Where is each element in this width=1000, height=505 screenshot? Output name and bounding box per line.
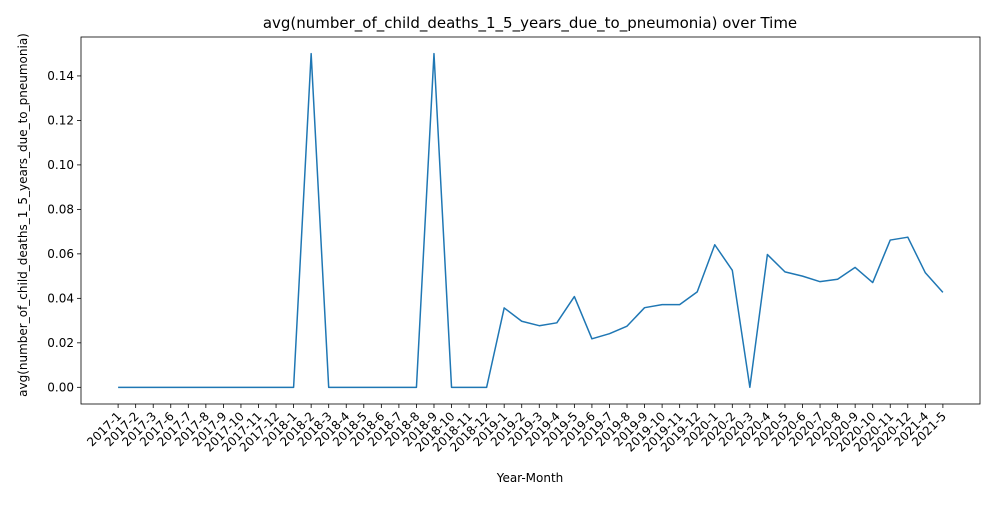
y-tick-label: 0.06 xyxy=(47,247,74,261)
series xyxy=(118,52,944,389)
y-tick-label: 0.02 xyxy=(47,336,74,350)
series-line xyxy=(118,52,944,389)
y-tick-label: 0.00 xyxy=(47,380,74,394)
chart-title: avg(number_of_child_deaths_1_5_years_due… xyxy=(263,14,797,33)
x-axis-label: Year-Month xyxy=(496,471,564,485)
y-tick-label: 0.10 xyxy=(47,158,74,172)
axes xyxy=(80,36,981,405)
x-ticks: 2017-12017-22017-32017-62017-72017-82017… xyxy=(84,404,949,455)
y-ticks: 0.00 0.02 0.04 0.06 0.08 0.10 0.12 0.14 xyxy=(47,69,81,394)
y-axis-label: avg(number_of_child_deaths_1_5_years_due… xyxy=(16,33,30,397)
plot-frame xyxy=(80,36,981,405)
y-tick-label: 0.12 xyxy=(47,113,74,127)
y-tick-label: 0.04 xyxy=(47,291,74,305)
y-tick-label: 0.14 xyxy=(47,69,74,83)
y-tick-label: 0.08 xyxy=(47,202,74,216)
